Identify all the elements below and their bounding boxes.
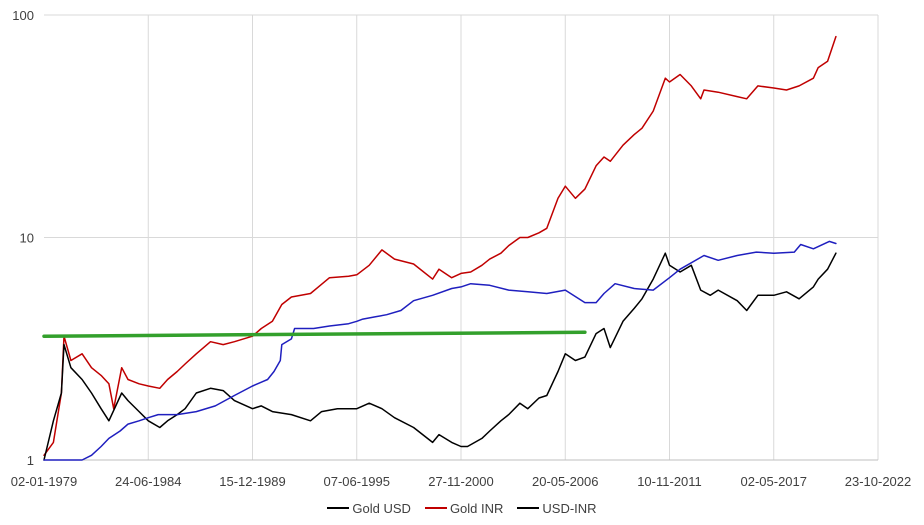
legend-item-gold-inr: Gold INR bbox=[424, 500, 504, 516]
legend-label-gold-inr: Gold INR bbox=[449, 500, 504, 516]
y-tick-label-1: 1 bbox=[27, 453, 34, 468]
x-tick-label-15-12-1989: 15-12-1989 bbox=[219, 474, 286, 489]
y-tick-label-100: 100 bbox=[12, 8, 34, 23]
grid-lines bbox=[44, 14, 879, 460]
y-tick-label-10: 10 bbox=[20, 231, 34, 246]
legend-label-usd-inr: USD-INR bbox=[542, 500, 597, 516]
legend-label-gold-usd: Gold USD bbox=[352, 500, 411, 516]
y-axis-ticks: 1 10 100 bbox=[12, 8, 34, 468]
x-axis-ticks: 02-01-1979 24-06-1984 15-12-1989 07-06-1995… bbox=[11, 474, 912, 489]
legend: Gold USD Gold INR USD-INR bbox=[0, 497, 924, 519]
legend-item-usd-inr: USD-INR bbox=[517, 500, 597, 516]
x-tick-label-02-01-1979: 02-01-1979 bbox=[11, 474, 78, 489]
x-tick-label-10-11-2011: 10-11-2011 bbox=[637, 474, 702, 489]
series-line-gold-usd bbox=[43, 252, 837, 461]
chart-plot: 1 10 100 02-01-1979 24-06-1984 15-12-1989 07-… bbox=[0, 0, 924, 497]
series-line-3 bbox=[43, 240, 837, 461]
x-tick-label-20-05-2006: 20-05-2006 bbox=[532, 474, 599, 489]
x-tick-label-02-05-2017: 02-05-2017 bbox=[741, 474, 808, 489]
chart-background bbox=[0, 0, 924, 497]
x-tick-label-23-10-2022: 23-10-2022 bbox=[845, 474, 912, 489]
series-lines bbox=[42, 35, 837, 461]
series-line-gold-inr bbox=[43, 35, 837, 457]
legend-swatch-gold-inr bbox=[424, 507, 447, 509]
legend-swatch-gold-usd bbox=[327, 507, 350, 509]
x-tick-label-27-11-2000: 27-11-2000 bbox=[428, 474, 494, 489]
series-line-4 bbox=[42, 330, 587, 338]
x-tick-label-07-06-1995: 07-06-1995 bbox=[324, 474, 391, 489]
legend-swatch-usd-inr bbox=[517, 507, 540, 509]
legend-item-gold-usd: Gold USD bbox=[327, 501, 411, 516]
x-tick-label-24-06-1984: 24-06-1984 bbox=[115, 474, 182, 489]
